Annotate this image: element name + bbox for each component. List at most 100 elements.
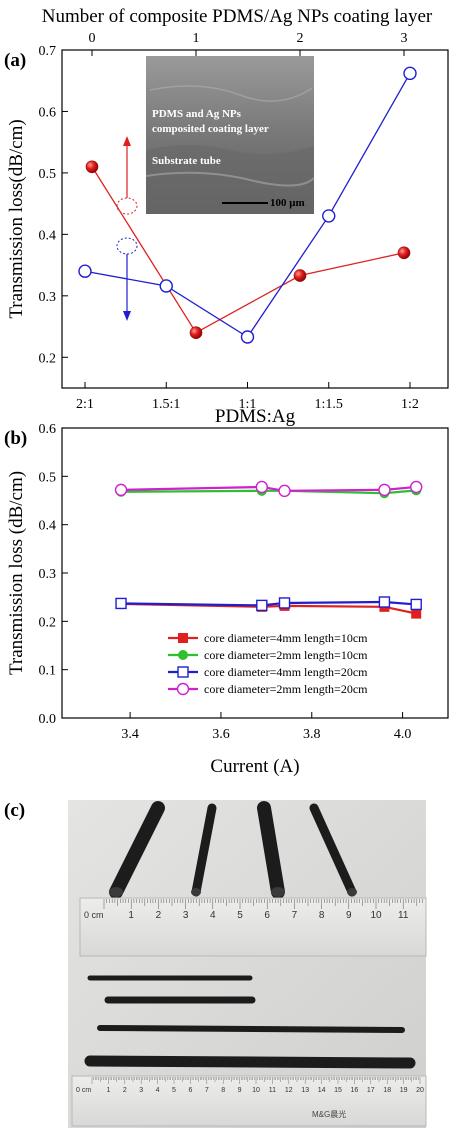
ruler-top-number: 2	[156, 910, 162, 921]
scale-bar-label: 100 μm	[270, 197, 305, 209]
ruler-bottom-number: 20	[416, 1087, 424, 1094]
ruler-top-number: 6	[264, 910, 270, 921]
y-tick-label: 0.7	[39, 44, 57, 59]
ruler-top: 1 2 3 4 5 6 7 8 9 10 11 0 cm	[79, 897, 427, 957]
axis-indicator-annotations	[116, 136, 138, 321]
data-point-series-4	[255, 480, 269, 494]
ruler-bottom-number: 7	[205, 1087, 209, 1094]
ruler-bottom-number: 9	[238, 1087, 242, 1094]
inset-label-1: PDMS and Ag NPs	[152, 108, 242, 120]
inset-label-3: Substrate tube	[152, 155, 221, 167]
data-point-ratio	[159, 279, 173, 293]
top-tick-label: 0	[89, 31, 96, 46]
data-point-ratio	[240, 330, 255, 344]
data-point-series-3	[278, 597, 291, 609]
x-tick-label: 3.6	[212, 727, 230, 742]
ruler-bottom-number: 15	[334, 1087, 342, 1094]
top-tick-label: 2	[297, 31, 304, 46]
legend-swatch-marker	[176, 682, 190, 696]
bottom-axis-ticks: 2:1 1.5:1 1:1 1:1.5 1:2	[76, 382, 419, 412]
ruler-bottom-zero: 0 cm	[76, 1087, 91, 1094]
ruler-bottom-number: 6	[188, 1087, 192, 1094]
plot-frame-a	[61, 49, 449, 389]
top-axis-title: Number of composite PDMS/Ag NPs coating …	[42, 6, 433, 27]
panel-c-photo: (c) 1 2 3 4 5 6 7 8 9 10 11 0 cm 1	[4, 800, 427, 1128]
legend-entry: core diameter=4mm length=10cm	[204, 631, 368, 645]
y-tick-label: 0.2	[39, 615, 57, 630]
data-point-series-3	[378, 596, 391, 608]
data-point-ratio	[78, 264, 92, 278]
tube-7	[97, 1025, 405, 1033]
y-tick-label: 0.5	[39, 167, 57, 182]
top-axis-ticks: 0 1 2 3	[89, 31, 408, 56]
series-line-3	[121, 600, 417, 607]
bottom-tick-label: 1:2	[401, 397, 419, 412]
x-axis-title-b: Current (A)	[210, 756, 299, 777]
ruler-bottom-number: 10	[252, 1087, 260, 1094]
y-tick-label: 0.0	[39, 712, 57, 727]
thin-tubes	[84, 975, 416, 1069]
ruler-bottom-number: 12	[285, 1087, 293, 1094]
ruler-top-number: 5	[237, 910, 243, 921]
legend-entry: core diameter=2mm length=20cm	[204, 682, 368, 696]
ruler-top-number: 4	[210, 910, 216, 921]
panel-a-chart: Number of composite PDMS/Ag NPs coating …	[4, 6, 449, 427]
legend-b: core diameter=4mm length=10cm core diamet…	[168, 631, 368, 696]
legend-swatch-marker	[178, 633, 188, 643]
x-axis-ticks-b: 3.4 3.6 3.8 4.0	[121, 712, 411, 742]
panel-b-chart: (b) 3.4 3.6 3.8 4.0 0.0 0.1 0.2 0.3 0.4 0.5 0.6 T…	[4, 422, 449, 777]
data-point-series-4	[278, 484, 291, 498]
data-point-layers	[189, 326, 203, 339]
ruler-bottom-number: 19	[400, 1087, 408, 1094]
data-point-series-3	[256, 599, 268, 612]
x-tick-label: 4.0	[394, 727, 412, 742]
ruler-top-body	[79, 897, 427, 957]
tube-3	[257, 801, 285, 899]
ruler-bottom-number: 16	[351, 1087, 359, 1094]
ruler-bottom-number: 11	[269, 1087, 276, 1094]
panel-label-c: (c)	[4, 800, 25, 821]
top-tick-label: 1	[193, 31, 200, 46]
ruler-bottom-number: 3	[139, 1087, 143, 1094]
bottom-tick-label: 1:1	[239, 397, 257, 412]
tube-1	[109, 801, 165, 899]
y-axis-ticks-a: 0.2 0.3 0.4 0.5 0.6 0.7	[39, 44, 68, 366]
y-tick-label: 0.1	[39, 664, 57, 679]
series-line-layers	[91, 166, 405, 334]
y-axis-title-a: Transmission loss(dB/cm)	[6, 119, 27, 318]
legend-swatch-marker	[178, 650, 188, 660]
legend-entry: core diameter=2mm length=10cm	[204, 648, 368, 662]
ruler-top-number: 11	[398, 910, 409, 921]
tube-4	[309, 803, 357, 897]
y-tick-label: 0.3	[39, 290, 57, 305]
inset-label-2: composited coating layer	[152, 123, 269, 135]
y-tick-label: 0.6	[39, 422, 57, 437]
ruler-top-number: 10	[370, 910, 382, 921]
data-point-layers	[293, 269, 307, 282]
ruler-bottom-number: 4	[156, 1087, 160, 1094]
ruler-bottom-number: 8	[221, 1087, 225, 1094]
y-tick-label: 0.5	[39, 470, 57, 485]
top-tick-label: 3	[401, 31, 408, 46]
ruler-bottom-number: 18	[383, 1087, 391, 1094]
ruler-bottom-number: 1	[106, 1087, 110, 1094]
tube-2	[191, 803, 217, 897]
y-tick-label: 0.3	[39, 567, 57, 582]
y-axis-ticks-b: 0.0 0.1 0.2 0.3 0.4 0.5 0.6	[39, 422, 68, 727]
legend-swatch-marker	[177, 666, 189, 678]
ruler-bottom-number: 14	[318, 1087, 326, 1094]
y-tick-label: 0.4	[39, 228, 57, 243]
ruler-top-number: 3	[183, 910, 189, 921]
series-layer-a	[78, 66, 417, 344]
ruler-bottom-number: 13	[301, 1087, 309, 1094]
ruler-bottom: 1 2 3 4 5 6 7 8 9 10 11 12 13 14 15 16 17 18 19 20 0 cm M&G…	[71, 1075, 427, 1127]
legend-entry: core diameter=4mm length=20cm	[204, 665, 368, 679]
panel-label-b: (b)	[4, 428, 27, 449]
y-axis-title-b: Transmission loss (dB/cm)	[6, 471, 27, 675]
data-point-layers	[85, 160, 99, 174]
data-point-series-4	[114, 483, 128, 497]
data-point-series-3	[410, 598, 422, 611]
ruler-top-number: 8	[319, 910, 325, 921]
bottom-tick-label: 1:1.5	[315, 397, 343, 412]
